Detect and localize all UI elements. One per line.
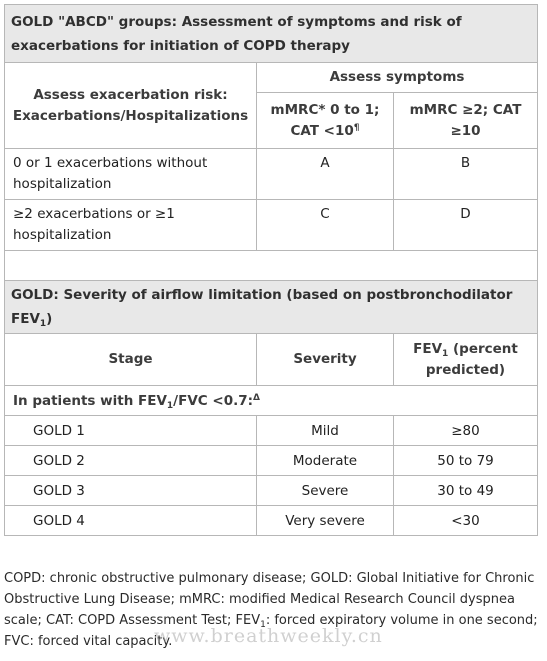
severity-header: Severity — [256, 333, 394, 386]
group-cell: C — [256, 199, 394, 251]
table-row: GOLD 3 Severe 30 to 49 — [4, 475, 538, 506]
footnote: COPD: chronic obstructive pulmonary dise… — [4, 571, 538, 649]
table-row: GOLD 2 Moderate 50 to 79 — [4, 445, 538, 476]
group-cell: A — [256, 148, 394, 200]
fev-cell: 50 to 79 — [393, 445, 538, 476]
table-row: GOLD 4 Very severe <30 — [4, 505, 538, 536]
fev-cell: 30 to 49 — [393, 475, 538, 506]
table-row: GOLD 1 Mild ≥80 — [4, 415, 538, 446]
group-cell: B — [393, 148, 538, 200]
condition-row: In patients with FEV1/FVC <0.7:Δ — [4, 385, 538, 416]
severity-cell: Very severe — [256, 505, 394, 536]
stage-header: Stage — [4, 333, 257, 386]
severity-title: GOLD: Severity of airflow limitation (ba… — [4, 280, 538, 334]
symptoms-col-low: mMRC* 0 to 1; CAT <10¶ — [256, 92, 394, 149]
stage-cell: GOLD 4 — [4, 505, 257, 536]
fev-header: FEV1 (percent predicted) — [393, 333, 538, 386]
symptoms-header: Assess symptoms — [256, 62, 538, 93]
table-row: 0 or 1 exacerbations without hospitaliza… — [4, 148, 538, 200]
severity-cell: Severe — [256, 475, 394, 506]
symptoms-col-high: mMRC ≥2; CAT ≥10 — [393, 92, 538, 149]
spacer-row — [4, 250, 538, 281]
severity-cell: Mild — [256, 415, 394, 446]
abcd-title: GOLD "ABCD" groups: Assessment of sympto… — [4, 4, 538, 63]
symptoms-col-low-text: mMRC* 0 to 1; CAT <10 — [270, 101, 380, 139]
pilcrow-mark: ¶ — [353, 122, 360, 133]
table-row: ≥2 exacerbations or ≥1 hospitalization C… — [4, 199, 538, 251]
risk-row-label: ≥2 exacerbations or ≥1 hospitalization — [4, 199, 257, 251]
stage-cell: GOLD 2 — [4, 445, 257, 476]
stage-cell: GOLD 3 — [4, 475, 257, 506]
gold-table: GOLD "ABCD" groups: Assessment of sympto… — [4, 4, 538, 536]
stage-cell: GOLD 1 — [4, 415, 257, 446]
delta-mark: Δ — [253, 392, 260, 403]
risk-header: Assess exacerbation risk: Exacerbations/… — [4, 62, 257, 149]
group-cell: D — [393, 199, 538, 251]
severity-cell: Moderate — [256, 445, 394, 476]
fev-cell: <30 — [393, 505, 538, 536]
fev-cell: ≥80 — [393, 415, 538, 446]
watermark: www.breathweekly.cn — [154, 625, 383, 647]
risk-row-label: 0 or 1 exacerbations without hospitaliza… — [4, 148, 257, 200]
